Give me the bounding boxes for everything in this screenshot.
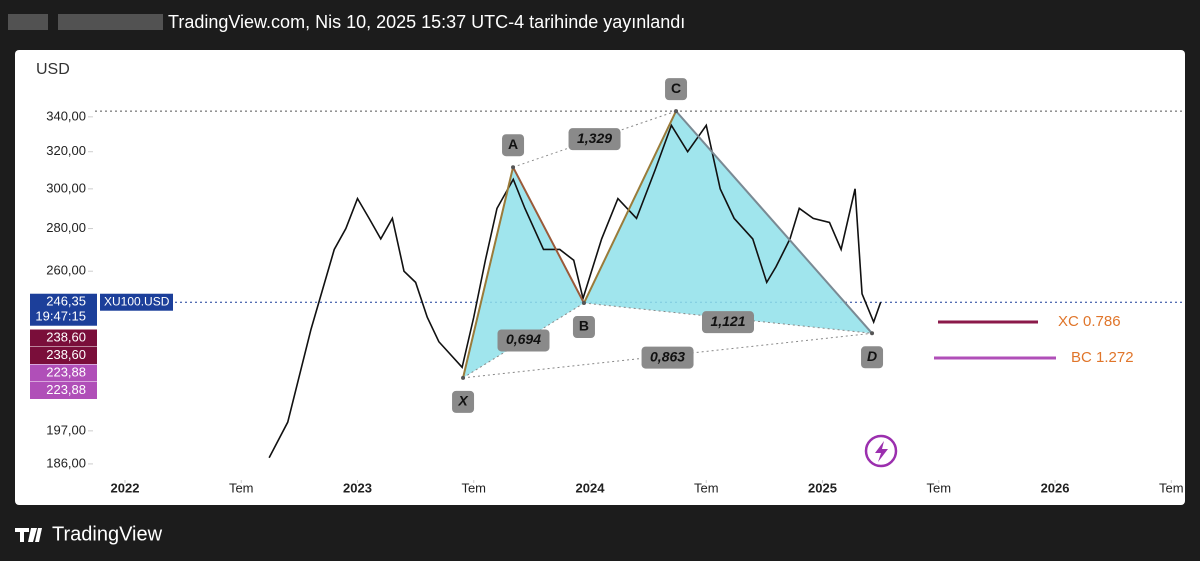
- x-tick-label: Tem: [461, 480, 486, 495]
- last-time: 19:47:15: [35, 309, 86, 324]
- y-tick-label: 186,00: [46, 455, 86, 470]
- point-badge: [572, 316, 595, 339]
- pattern-point: [511, 165, 516, 170]
- price-tag: [30, 364, 97, 382]
- x-tick-label: 2026: [1041, 480, 1070, 495]
- pattern-edge: [512, 166, 585, 304]
- x-tick-label: 2022: [111, 480, 140, 495]
- x-tick-label: Tem: [926, 480, 951, 495]
- target-label: XC 0.786: [1058, 313, 1121, 330]
- published-text: TradingView.com, Nis 10, 2025 15:37 UTC-…: [168, 12, 685, 32]
- pattern-edge: [675, 110, 873, 334]
- alert-bolt: [875, 441, 888, 462]
- y-tick-label: 280,00: [46, 220, 86, 235]
- symbol-label: XU100.USD: [104, 294, 170, 308]
- pattern-edge: [462, 166, 515, 379]
- pattern-point: [581, 301, 586, 306]
- x-tick-label: Tem: [229, 480, 254, 495]
- x-tick-label: Tem: [1159, 480, 1184, 495]
- y-tick-label: 300,00: [46, 180, 86, 195]
- brand-logo: [15, 528, 42, 542]
- y-tick-label: 340,00: [46, 108, 86, 123]
- pattern-point: [674, 109, 679, 114]
- price-tag: [30, 293, 97, 326]
- price-line: [268, 123, 882, 459]
- y-tick-label: 260,00: [46, 263, 86, 278]
- pattern-point: [461, 375, 466, 380]
- blurred-name: [58, 14, 163, 30]
- point-label: C: [671, 80, 681, 96]
- ratio-badge: [701, 311, 754, 334]
- price-tag-label: 223,88: [46, 364, 86, 379]
- ratio-badge: [641, 346, 694, 369]
- ratio-line: [583, 302, 873, 334]
- symbol-tag: [100, 293, 173, 311]
- x-tick-label: 2024: [576, 480, 606, 495]
- price-tag-label: 238,60: [46, 347, 86, 362]
- pattern-point: [870, 331, 875, 336]
- blurred-name: [8, 14, 48, 30]
- ratio-badge: [497, 329, 550, 352]
- point-label: D: [867, 348, 877, 364]
- point-label: B: [579, 318, 589, 334]
- ratio-label: 0,863: [650, 348, 685, 364]
- currency: USD: [36, 61, 70, 78]
- price-tag-label: 246,35: [46, 294, 86, 309]
- ratio-label: 1,329: [577, 130, 612, 146]
- pattern-edge: [583, 110, 677, 304]
- point-badge: [665, 78, 688, 101]
- ratio-label: 1,121: [710, 313, 745, 329]
- alert-icon[interactable]: [864, 434, 898, 468]
- ratio-label: 0,694: [506, 331, 541, 347]
- price-tag-label: 238,60: [46, 329, 86, 344]
- point-label: A: [508, 136, 518, 152]
- y-tick-label: 320,00: [46, 143, 86, 158]
- target-label: BC 1.272: [1071, 349, 1134, 366]
- x-tick-label: Tem: [694, 480, 719, 495]
- pattern-fill: [463, 167, 584, 378]
- price-tag: [30, 347, 97, 364]
- brand-name: TradingView: [52, 523, 163, 545]
- price-tag: [30, 329, 97, 347]
- ratio-badge: [568, 128, 621, 151]
- y-tick-label: 197,00: [46, 422, 86, 437]
- point-badge: [502, 134, 525, 157]
- price-tag: [30, 382, 97, 399]
- point-label: X: [457, 393, 469, 409]
- x-tick-label: 2023: [343, 480, 372, 495]
- point-badge: [861, 346, 884, 369]
- x-tick-label: 2025: [808, 480, 837, 495]
- point-badge: [452, 390, 475, 413]
- price-tag-label: 223,88: [46, 382, 86, 397]
